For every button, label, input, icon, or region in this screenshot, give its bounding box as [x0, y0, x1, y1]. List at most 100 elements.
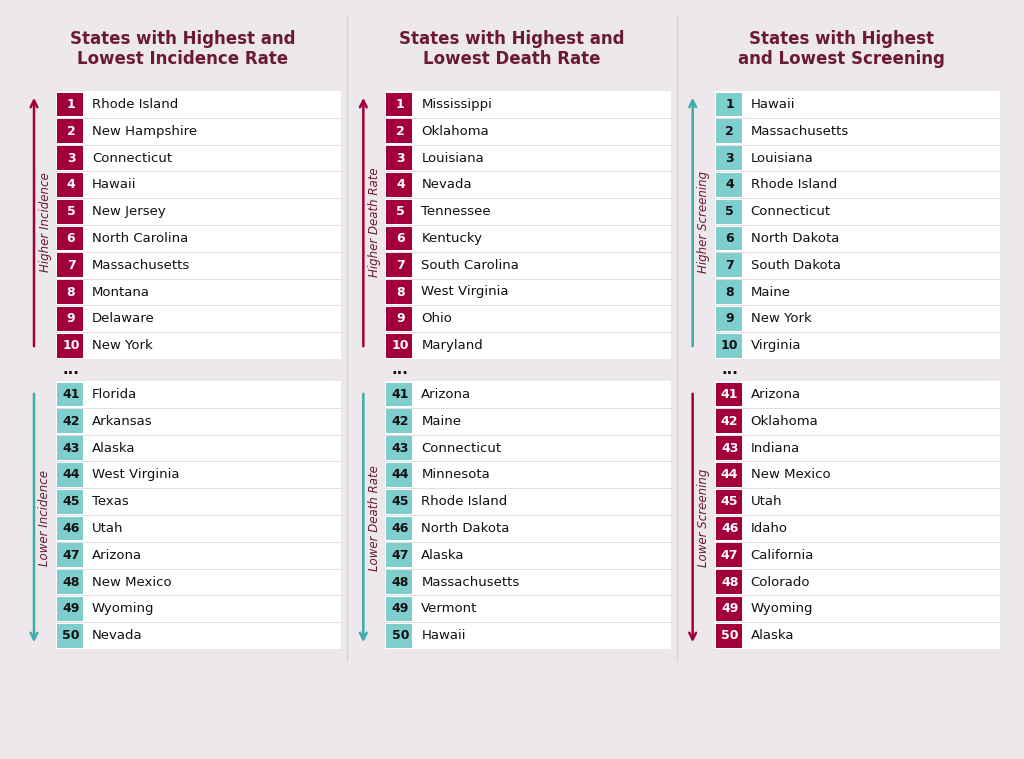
Text: 48: 48: [391, 575, 409, 588]
Text: Tennessee: Tennessee: [421, 205, 490, 218]
Text: Higher Death Rate: Higher Death Rate: [368, 167, 381, 277]
Bar: [57, 409, 83, 433]
Bar: [57, 254, 83, 277]
Text: 2: 2: [396, 124, 404, 137]
Text: Texas: Texas: [92, 495, 129, 508]
Text: States with Highest
and Lowest Screening: States with Highest and Lowest Screening: [738, 30, 945, 68]
Bar: [386, 334, 413, 357]
Text: 48: 48: [721, 575, 738, 588]
Text: 46: 46: [391, 522, 409, 535]
Text: Indiana: Indiana: [751, 442, 800, 455]
Text: Kentucky: Kentucky: [421, 232, 482, 245]
Text: 4: 4: [396, 178, 404, 191]
Text: Virginia: Virginia: [751, 339, 801, 352]
Bar: [57, 436, 83, 460]
Bar: [57, 490, 83, 514]
Text: 49: 49: [391, 603, 409, 616]
Bar: [716, 490, 741, 514]
Bar: [57, 146, 83, 170]
Text: 41: 41: [391, 388, 409, 401]
Text: 3: 3: [725, 152, 734, 165]
Text: 6: 6: [725, 232, 734, 245]
Bar: [386, 93, 413, 116]
Text: 45: 45: [391, 495, 409, 508]
Text: Higher Incidence: Higher Incidence: [39, 172, 51, 272]
Bar: [386, 173, 413, 197]
Text: Hawaii: Hawaii: [751, 98, 796, 111]
Text: 4: 4: [67, 178, 76, 191]
Bar: [716, 543, 741, 567]
Text: 9: 9: [725, 312, 734, 326]
Text: 45: 45: [62, 495, 80, 508]
Text: Rhode Island: Rhode Island: [421, 495, 508, 508]
Text: 50: 50: [62, 629, 80, 642]
Text: Wyoming: Wyoming: [92, 603, 155, 616]
Text: 5: 5: [67, 205, 76, 218]
Text: 43: 43: [62, 442, 80, 455]
Text: 45: 45: [721, 495, 738, 508]
Bar: [57, 517, 83, 540]
Text: South Dakota: South Dakota: [751, 259, 841, 272]
Text: 44: 44: [62, 468, 80, 481]
Text: 7: 7: [725, 259, 734, 272]
Text: 2: 2: [67, 124, 76, 137]
Text: New York: New York: [92, 339, 153, 352]
Text: 6: 6: [67, 232, 76, 245]
Text: Hawaii: Hawaii: [92, 178, 136, 191]
Text: 6: 6: [396, 232, 404, 245]
Bar: [716, 146, 741, 170]
Text: 5: 5: [725, 205, 734, 218]
Text: 8: 8: [67, 285, 76, 298]
Bar: [716, 334, 741, 357]
Text: Mississippi: Mississippi: [421, 98, 493, 111]
Text: Connecticut: Connecticut: [421, 442, 502, 455]
Text: Nevada: Nevada: [421, 178, 472, 191]
Text: 1: 1: [725, 98, 734, 111]
Text: Massachusetts: Massachusetts: [421, 575, 519, 588]
Bar: [57, 463, 83, 487]
Text: Oklahoma: Oklahoma: [421, 124, 489, 137]
Bar: [716, 173, 741, 197]
Text: Utah: Utah: [92, 522, 124, 535]
Bar: [386, 254, 413, 277]
Text: 44: 44: [391, 468, 409, 481]
Text: 43: 43: [721, 442, 738, 455]
Bar: [716, 570, 741, 594]
Bar: [386, 409, 413, 433]
Bar: [57, 570, 83, 594]
Text: Lower Death Rate: Lower Death Rate: [368, 465, 381, 571]
Text: 2: 2: [725, 124, 734, 137]
Text: Oklahoma: Oklahoma: [751, 414, 818, 428]
Text: 42: 42: [62, 414, 80, 428]
Text: 10: 10: [62, 339, 80, 352]
Text: 41: 41: [62, 388, 80, 401]
Text: Montana: Montana: [92, 285, 150, 298]
Text: Rhode Island: Rhode Island: [751, 178, 837, 191]
Text: 7: 7: [67, 259, 76, 272]
Bar: [386, 200, 413, 223]
Text: 42: 42: [721, 414, 738, 428]
Text: Maine: Maine: [421, 414, 462, 428]
Bar: [57, 93, 83, 116]
Text: New York: New York: [751, 312, 811, 326]
Bar: [716, 280, 741, 304]
Text: 9: 9: [396, 312, 404, 326]
Bar: [57, 280, 83, 304]
Text: Colorado: Colorado: [751, 575, 810, 588]
Text: New Mexico: New Mexico: [92, 575, 172, 588]
Bar: [386, 280, 413, 304]
Text: Massachusetts: Massachusetts: [92, 259, 190, 272]
Bar: [716, 436, 741, 460]
Bar: [386, 624, 413, 647]
Text: Louisiana: Louisiana: [421, 152, 484, 165]
Text: 49: 49: [721, 603, 738, 616]
Text: 47: 47: [721, 549, 738, 562]
Text: 8: 8: [725, 285, 734, 298]
Text: Alaska: Alaska: [421, 549, 465, 562]
Bar: [386, 463, 413, 487]
Text: Lower Incidence: Lower Incidence: [39, 470, 51, 566]
Bar: [385, 381, 671, 649]
Bar: [385, 91, 671, 359]
Bar: [57, 597, 83, 621]
Text: 42: 42: [391, 414, 409, 428]
